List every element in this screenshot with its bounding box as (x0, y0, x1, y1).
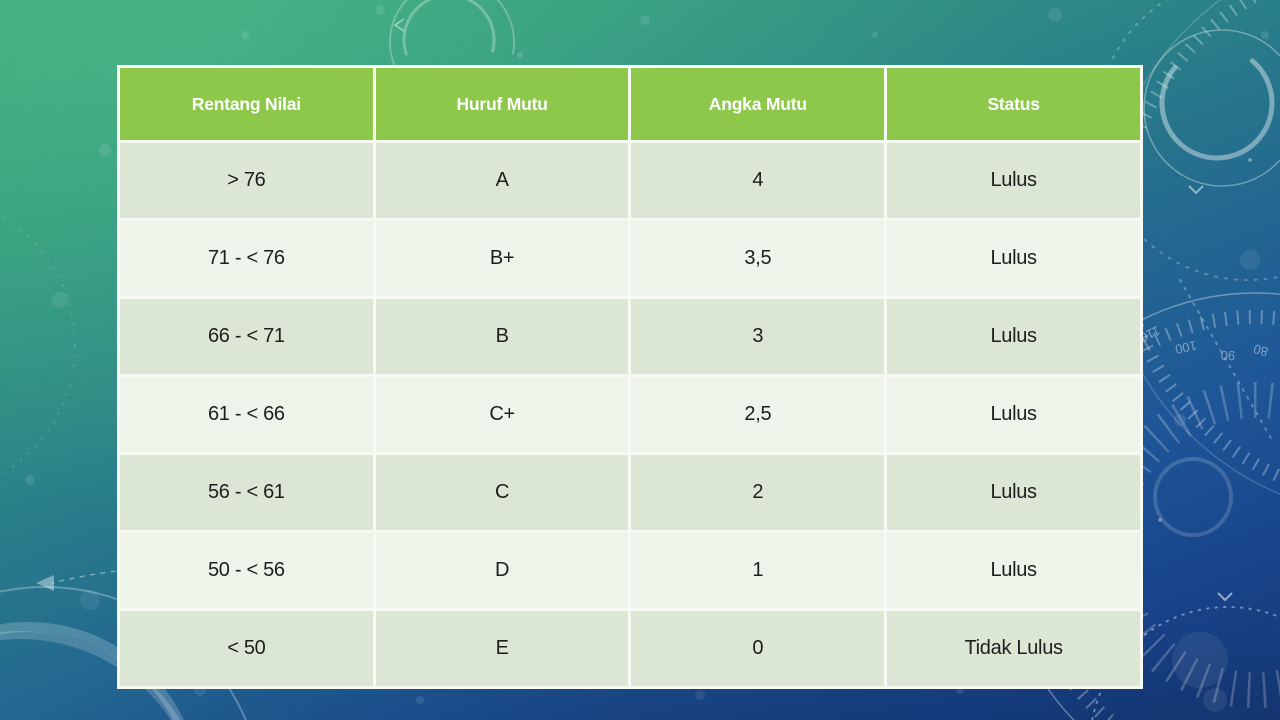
cell-rentang-nilai: 56 - < 61 (120, 455, 373, 530)
chevron-down-icon (1217, 592, 1233, 602)
decor-dotted-arc-bottom-right (1091, 592, 1280, 720)
svg-text:80: 80 (1252, 341, 1270, 359)
table-row: 50 - < 56 D 1 Lulus (120, 533, 1140, 608)
cell-status: Lulus (887, 143, 1140, 218)
svg-text:100: 100 (1174, 338, 1198, 357)
cell-huruf-mutu: B+ (375, 221, 629, 296)
grade-table-container: Rentang Nilai Huruf Mutu Angka Mutu Stat… (117, 65, 1143, 689)
cell-angka-mutu: 1 (631, 533, 885, 608)
cell-angka-mutu: 0 (631, 611, 885, 686)
cell-huruf-mutu: A (375, 143, 629, 218)
cell-rentang-nilai: 66 - < 71 (120, 299, 373, 374)
cell-huruf-mutu: C+ (375, 377, 629, 452)
arrow-left-icon (36, 575, 54, 591)
cell-status: Lulus (887, 299, 1140, 374)
column-header-status: Status (887, 68, 1140, 140)
cell-status: Lulus (887, 221, 1140, 296)
cell-angka-mutu: 3,5 (631, 221, 885, 296)
chevron-left-icon (393, 18, 405, 32)
chevron-down-icon (1188, 185, 1204, 195)
cell-status: Tidak Lulus (887, 611, 1140, 686)
column-header-angka-mutu: Angka Mutu (631, 68, 885, 140)
svg-text:90: 90 (1220, 348, 1235, 363)
table-row: 66 - < 71 B 3 Lulus (120, 299, 1140, 374)
cell-rentang-nilai: < 50 (120, 611, 373, 686)
cell-angka-mutu: 4 (631, 143, 885, 218)
cell-huruf-mutu: C (375, 455, 629, 530)
cell-rentang-nilai: 61 - < 66 (120, 377, 373, 452)
cell-huruf-mutu: B (375, 299, 629, 374)
column-header-huruf-mutu: Huruf Mutu (375, 68, 629, 140)
cell-rentang-nilai: 71 - < 76 (120, 221, 373, 296)
cell-huruf-mutu: D (375, 533, 629, 608)
table-row: 71 - < 76 B+ 3,5 Lulus (120, 221, 1140, 296)
grade-scale-table: Rentang Nilai Huruf Mutu Angka Mutu Stat… (117, 65, 1143, 689)
header-row: Rentang Nilai Huruf Mutu Angka Mutu Stat… (120, 68, 1140, 140)
table-row: < 50 E 0 Tidak Lulus (120, 611, 1140, 686)
cell-status: Lulus (887, 455, 1140, 530)
cell-angka-mutu: 2 (631, 455, 885, 530)
table-row: 56 - < 61 C 2 Lulus (120, 455, 1140, 530)
cell-rentang-nilai: > 76 (120, 143, 373, 218)
cell-angka-mutu: 3 (631, 299, 885, 374)
cell-rentang-nilai: 50 - < 56 (120, 533, 373, 608)
cell-status: Lulus (887, 533, 1140, 608)
cell-angka-mutu: 2,5 (631, 377, 885, 452)
bokeh-dots (25, 5, 1269, 712)
cell-status: Lulus (887, 377, 1140, 452)
cell-huruf-mutu: E (375, 611, 629, 686)
column-header-rentang-nilai: Rentang Nilai (120, 68, 373, 140)
table-row: 61 - < 66 C+ 2,5 Lulus (120, 377, 1140, 452)
table-row: > 76 A 4 Lulus (120, 143, 1140, 218)
